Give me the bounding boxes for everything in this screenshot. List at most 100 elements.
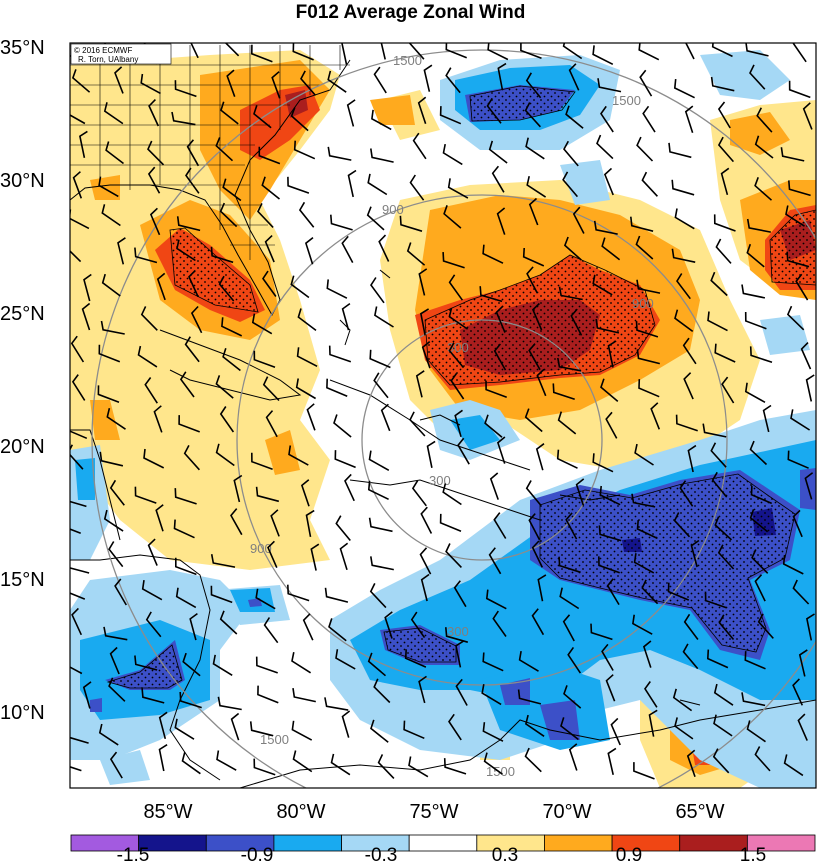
wind-barb: [749, 509, 769, 533]
wind-barb: [141, 579, 163, 601]
wind-barb: [70, 335, 85, 363]
wind-barb: [408, 43, 425, 60]
wind-barb: [188, 269, 199, 298]
wind-barb: [72, 171, 83, 199]
wind-barb: [479, 286, 503, 303]
wind-barb: [366, 206, 385, 231]
ring-label-900-b: 900: [632, 296, 654, 311]
wind-barb: [134, 486, 157, 504]
wind-barb: [367, 652, 387, 677]
wind-barb: [746, 218, 771, 233]
wind-barb: [592, 453, 614, 473]
wind-barb: [261, 176, 281, 200]
wind-barb: [481, 684, 502, 706]
wind-barb: [347, 169, 357, 198]
wind-barb: [81, 302, 91, 331]
wind-barb: [384, 611, 393, 639]
wind-barb: [683, 372, 694, 400]
lat-label-30n: 30°N: [0, 170, 45, 192]
map-title: F012 Average Zonal Wind: [295, 2, 526, 23]
credit-box: © 2016 ECMWF R. Torn, UAlbany: [70, 43, 172, 65]
wind-barb: [690, 539, 700, 568]
wind-barb: [148, 99, 160, 127]
wind-barb: [134, 655, 158, 671]
wind-barb: [70, 250, 82, 263]
wind-barb: [528, 343, 541, 371]
wind-barb: [300, 70, 317, 96]
wind-barb: [558, 286, 583, 301]
wind-barb: [562, 43, 583, 60]
wind-barb: [717, 544, 735, 570]
ring-label-1500-b: 1500: [612, 93, 641, 108]
wind-barb: [563, 140, 579, 167]
wind-barb: [448, 307, 469, 330]
wind-barb: [607, 340, 617, 368]
wind-barb: [642, 105, 656, 133]
wind-barb: [158, 711, 168, 740]
colorbar-label-1-5: 1.5: [740, 845, 766, 865]
wind-barb: [711, 43, 733, 58]
wind-barb: [568, 743, 578, 771]
wind-barb: [339, 542, 349, 571]
wind-barb: [453, 580, 467, 608]
wind-barb: [713, 214, 736, 232]
wind-barb: [182, 652, 201, 677]
wind-barb: [795, 273, 809, 301]
wind-barb: [790, 409, 811, 431]
wind-barb: [255, 656, 278, 674]
wind-barb: [327, 70, 347, 93]
wind-barb: [713, 683, 734, 706]
wind-barb: [226, 69, 236, 97]
wind-barb: [524, 747, 542, 773]
wind-barb: [455, 640, 465, 668]
wind-barb: [101, 273, 121, 297]
wind-barb: [183, 445, 200, 471]
wind-barb: [482, 722, 504, 742]
wind-barb: [706, 649, 729, 669]
wind-barb: [190, 43, 199, 59]
wind-barb: [606, 578, 620, 606]
wind-barb: [71, 69, 91, 93]
wind-barb: [491, 165, 505, 193]
wind-barb: [633, 762, 655, 780]
wind-barb: [711, 471, 728, 498]
wind-barb: [792, 509, 803, 538]
wind-barb: [109, 646, 120, 675]
wind-barb: [179, 691, 202, 709]
wind-barb: [230, 712, 240, 741]
wind-barb: [368, 450, 390, 471]
wind-barb: [601, 643, 614, 671]
wind-barb: [754, 746, 771, 772]
wind-barb: [445, 67, 461, 94]
wind-barb: [176, 216, 201, 232]
wind-barb: [103, 509, 124, 532]
wind-barb: [70, 766, 82, 772]
wind-barb: [251, 452, 273, 470]
wind-barb: [754, 574, 766, 602]
wind-barb: [641, 171, 658, 197]
wind-barb: [450, 372, 465, 400]
wind-barb: [210, 554, 236, 568]
wind-barb: [310, 543, 320, 571]
wind-barb: [439, 513, 462, 532]
wind-barb: [374, 306, 394, 328]
wind-barb: [720, 167, 730, 196]
lon-label-75w: 75°W: [409, 801, 458, 823]
wind-barb: [70, 736, 89, 744]
wind-barb: [109, 751, 123, 779]
wind-barb: [741, 692, 766, 707]
wind-barb: [291, 652, 312, 674]
wind-barb: [804, 472, 814, 500]
wind-barb: [426, 440, 436, 468]
colorbar-swatch: [746, 834, 816, 852]
wind-barb: [668, 142, 692, 159]
wind-barb: [482, 244, 504, 264]
wind-barb: [106, 408, 126, 430]
wind-barb: [570, 308, 583, 336]
wind-barb: [445, 627, 469, 643]
lat-label-10n: 10°N: [0, 702, 45, 724]
wind-barb: [251, 313, 273, 335]
wind-barb: [684, 105, 694, 133]
wind-barb: [517, 689, 542, 705]
wind-barb: [592, 45, 614, 66]
